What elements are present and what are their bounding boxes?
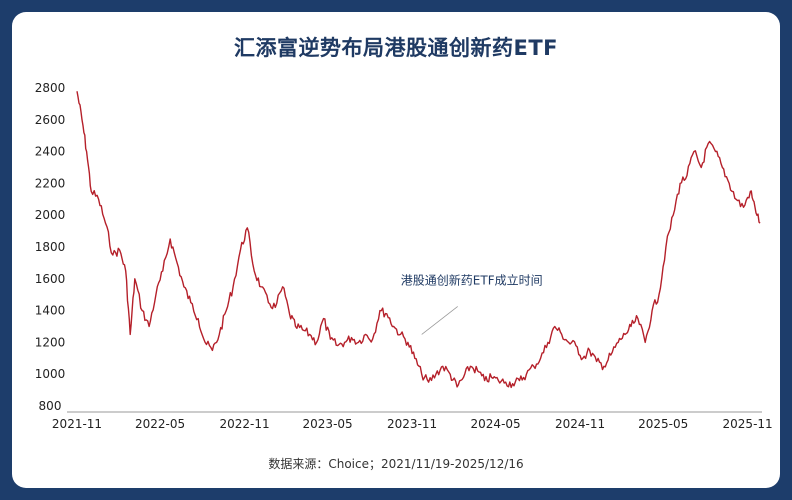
annotation-leader-line (421, 306, 458, 335)
y-tick-label: 1200 (35, 335, 66, 349)
chart-title: 汇添富逆势布局港股通创新药ETF (233, 36, 558, 60)
source-note: 数据来源：Choice；2021/11/19-2025/12/16 (268, 457, 524, 471)
y-tick-label: 2800 (35, 81, 66, 95)
x-axis: 2021-11 2022-05 2022-11 2023-05 2023-11 2024-… (52, 417, 773, 431)
y-tick-label: 1800 (35, 240, 66, 254)
y-tick-label: 800 (39, 399, 62, 413)
y-tick-label: 2200 (35, 176, 66, 190)
x-tick-label: 2022-11 (219, 417, 269, 431)
chart-plot: 800 1000 1200 1400 1600 1800 2000 2200 2400 2600 2… (35, 81, 773, 431)
x-tick-label: 2024-05 (471, 417, 521, 431)
annotation-label: 港股通创新药ETF成立时间 (401, 272, 543, 287)
y-tick-label: 1600 (35, 272, 66, 286)
x-tick-label: 2023-05 (303, 417, 353, 431)
x-tick-label: 2024-11 (555, 417, 605, 431)
x-tick-label: 2022-05 (135, 417, 185, 431)
y-tick-label: 1000 (35, 367, 66, 381)
x-tick-label: 2025-11 (723, 417, 773, 431)
x-tick-label: 2025-05 (638, 417, 688, 431)
series-line (76, 91, 761, 389)
y-tick-label: 2600 (35, 113, 66, 127)
chart-card: 汇添富逆势布局港股通创新药ETF 800 1000 1200 1400 1600 1800… (12, 12, 780, 488)
y-tick-label: 1400 (35, 304, 66, 318)
y-tick-label: 2000 (35, 208, 66, 222)
x-tick-label: 2023-11 (387, 417, 437, 431)
y-axis: 800 1000 1200 1400 1600 1800 2000 2200 2400 2600 2… (35, 81, 66, 413)
x-tick-label: 2021-11 (52, 417, 102, 431)
y-tick-label: 2400 (35, 145, 66, 159)
